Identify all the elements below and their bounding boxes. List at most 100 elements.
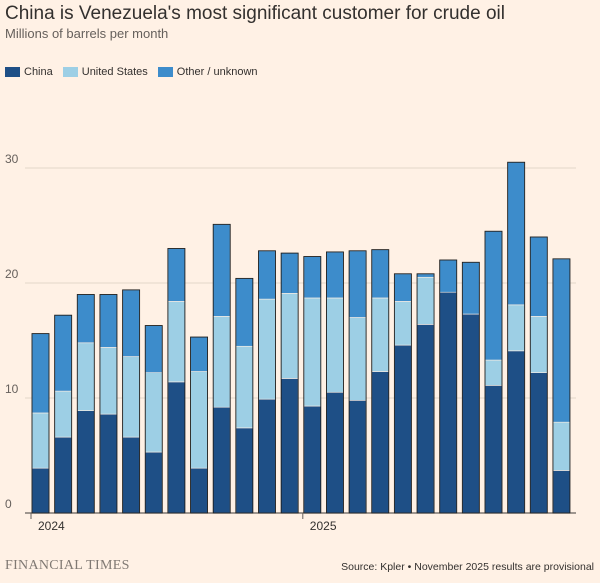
legend: China United States Other / unknown bbox=[5, 66, 268, 78]
bar-outline-22 bbox=[529, 236, 548, 514]
source-note: Source: Kpler • November 2025 results ar… bbox=[341, 561, 594, 573]
bar-outline-4 bbox=[122, 289, 141, 514]
bar-china-10 bbox=[258, 398, 276, 514]
bar-other-unknown-23 bbox=[552, 258, 571, 423]
bar-other-unknown-1 bbox=[54, 314, 72, 392]
y-tick-label-0: 0 bbox=[5, 497, 12, 511]
bar-other-unknown-9 bbox=[235, 278, 254, 347]
bar-china-9 bbox=[235, 427, 254, 514]
bar-other-unknown-0 bbox=[31, 333, 50, 414]
y-tick-label-20: 20 bbox=[5, 267, 19, 281]
bar-outline-9 bbox=[235, 277, 254, 514]
bar-outline-20 bbox=[484, 230, 503, 514]
chart-subtitle: Millions of barrels per month bbox=[5, 26, 169, 41]
x-tick-label-2024: 2024 bbox=[38, 519, 65, 533]
bar-china-12 bbox=[303, 405, 322, 514]
bar-other-unknown-16 bbox=[394, 273, 412, 302]
bar-other-unknown-4 bbox=[122, 289, 140, 357]
legend-label-united-states: United States bbox=[81, 66, 148, 78]
bar-china-15 bbox=[371, 371, 390, 514]
bar-outline-7 bbox=[190, 336, 209, 514]
bar-united-states-20 bbox=[484, 359, 503, 386]
bar-china-13 bbox=[326, 391, 344, 514]
bar-other-unknown-12 bbox=[303, 256, 322, 299]
bar-china-19 bbox=[462, 313, 480, 514]
bar-united-states-7 bbox=[190, 371, 208, 469]
bar-other-unknown-7 bbox=[190, 336, 208, 372]
bar-china-1 bbox=[54, 436, 72, 514]
bar-china-21 bbox=[507, 350, 525, 514]
legend-swatch-other-unknown bbox=[157, 67, 173, 77]
bar-other-unknown-11 bbox=[280, 252, 299, 294]
bar-outline-18 bbox=[439, 259, 458, 514]
bar-united-states-0 bbox=[31, 412, 50, 469]
bar-outline-10 bbox=[258, 250, 276, 514]
bar-china-23 bbox=[552, 470, 571, 514]
ft-logo: FINANCIAL TIMES bbox=[5, 558, 130, 573]
bar-united-states-15 bbox=[371, 297, 390, 372]
bar-outline-0 bbox=[31, 333, 50, 514]
bar-china-4 bbox=[122, 436, 140, 514]
bar-united-states-16 bbox=[394, 301, 412, 346]
bar-china-18 bbox=[439, 291, 458, 514]
bar-other-unknown-17 bbox=[416, 273, 435, 278]
bar-china-11 bbox=[280, 378, 299, 514]
bar-other-unknown-19 bbox=[462, 261, 480, 315]
bar-china-8 bbox=[212, 406, 231, 514]
bar-other-unknown-20 bbox=[484, 230, 503, 361]
bar-china-20 bbox=[484, 385, 503, 514]
bar-united-states-6 bbox=[167, 301, 186, 383]
bar-china-16 bbox=[394, 344, 412, 514]
bar-united-states-22 bbox=[529, 316, 548, 374]
bar-outline-19 bbox=[461, 261, 480, 514]
bar-outline-2 bbox=[76, 294, 95, 514]
legend-item-united-states: United States bbox=[62, 66, 148, 78]
bar-outline-21 bbox=[507, 161, 526, 514]
bar-united-states-3 bbox=[99, 347, 118, 415]
bar-other-unknown-21 bbox=[507, 161, 525, 306]
bar-outline-6 bbox=[167, 248, 186, 514]
legend-item-other-unknown: Other / unknown bbox=[157, 66, 258, 78]
bar-other-unknown-10 bbox=[258, 250, 276, 300]
bar-other-unknown-15 bbox=[371, 249, 390, 299]
bar-china-3 bbox=[99, 413, 118, 514]
bar-united-states-12 bbox=[303, 297, 322, 407]
bar-other-unknown-3 bbox=[99, 294, 118, 348]
bar-china-17 bbox=[416, 324, 435, 514]
bar-outline-11 bbox=[280, 252, 299, 514]
x-tick-label-2025: 2025 bbox=[310, 519, 337, 533]
bar-united-states-11 bbox=[280, 293, 299, 379]
bar-outline-14 bbox=[348, 250, 367, 514]
bar-united-states-5 bbox=[144, 372, 163, 453]
bar-other-unknown-18 bbox=[439, 259, 458, 293]
bar-other-unknown-8 bbox=[212, 224, 231, 317]
bar-other-unknown-22 bbox=[529, 236, 548, 317]
legend-swatch-china bbox=[5, 67, 20, 77]
bar-united-states-13 bbox=[326, 297, 344, 393]
bar-united-states-23 bbox=[552, 421, 571, 471]
bar-outline-16 bbox=[393, 273, 412, 514]
bar-other-unknown-13 bbox=[326, 251, 344, 299]
bar-outline-13 bbox=[326, 251, 344, 514]
bar-united-states-21 bbox=[507, 304, 525, 352]
bar-outline-5 bbox=[144, 325, 163, 514]
bar-china-14 bbox=[348, 399, 367, 514]
bar-china-6 bbox=[167, 381, 186, 514]
bar-china-7 bbox=[190, 467, 208, 514]
bar-china-0 bbox=[31, 467, 50, 514]
bar-other-unknown-14 bbox=[348, 250, 367, 318]
legend-item-china: China bbox=[5, 66, 53, 78]
bar-united-states-1 bbox=[54, 390, 72, 438]
bar-united-states-4 bbox=[122, 356, 140, 438]
bar-other-unknown-5 bbox=[144, 325, 163, 373]
bar-united-states-14 bbox=[348, 317, 367, 401]
bar-china-22 bbox=[529, 372, 548, 514]
bar-china-2 bbox=[77, 410, 95, 514]
bar-united-states-17 bbox=[416, 276, 435, 325]
bar-outline-8 bbox=[212, 223, 231, 514]
bar-outline-12 bbox=[303, 256, 322, 514]
bar-outline-17 bbox=[416, 273, 435, 514]
legend-swatch-united-states bbox=[62, 67, 78, 77]
bar-outline-3 bbox=[99, 294, 118, 514]
bar-united-states-10 bbox=[258, 298, 276, 400]
